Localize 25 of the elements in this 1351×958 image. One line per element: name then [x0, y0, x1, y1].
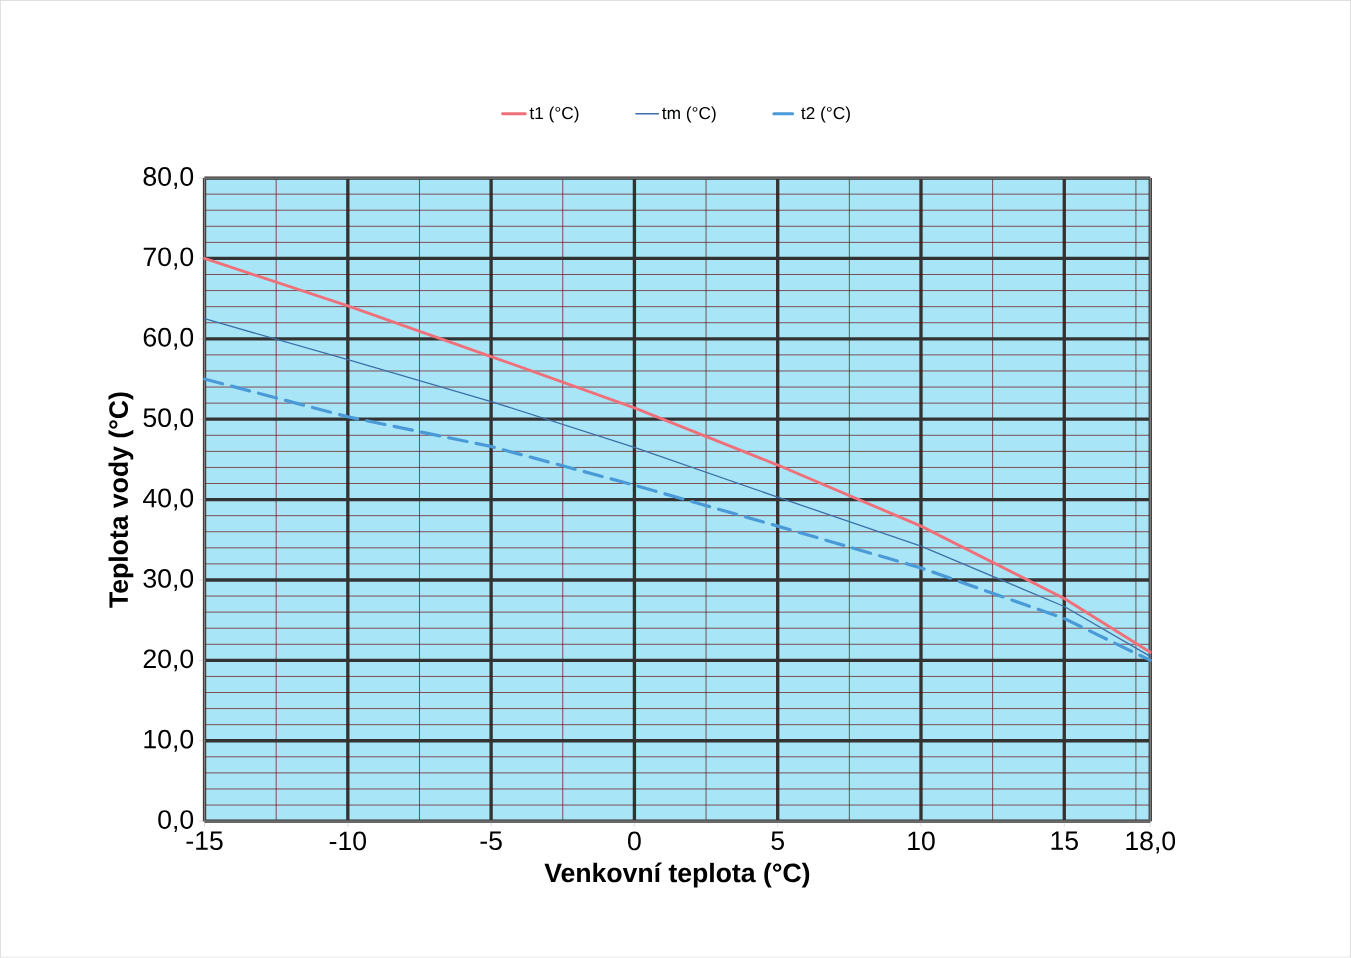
x-tick-label: 15	[1051, 831, 1078, 851]
y-tick-label: 70,0	[143, 247, 194, 270]
y-tick-label: 0,0	[158, 810, 194, 833]
legend-label: tm (°C)	[662, 106, 716, 123]
y-tick-label: 30,0	[143, 569, 194, 592]
x-tick-label: -15	[186, 831, 223, 851]
y-tick-label: 50,0	[143, 408, 194, 431]
x-tick-label: 18,0	[1126, 831, 1176, 854]
legend-label: t2 (°C)	[801, 106, 850, 123]
y-axis-title: Teplota vody (°C)	[108, 392, 134, 608]
legend-label: t1 (°C)	[529, 106, 579, 123]
x-tick-label: 5	[771, 831, 784, 851]
y-tick-label: 80,0	[143, 167, 194, 190]
x-tick-label: 0	[628, 831, 641, 851]
line-series	[203, 257, 1152, 654]
x-tick-label: -10	[329, 831, 366, 851]
y-tick-label: 20,0	[143, 649, 194, 672]
x-tick-label: -5	[480, 831, 502, 851]
line-series	[202, 377, 1152, 663]
line-series	[203, 318, 1151, 658]
x-tick-label: 10	[908, 831, 935, 851]
y-tick-label: 60,0	[143, 328, 194, 351]
y-tick-label: 40,0	[143, 488, 194, 511]
x-axis-title: Venkovní teplota (°C)	[544, 862, 810, 888]
y-tick-label: 10,0	[144, 729, 194, 752]
